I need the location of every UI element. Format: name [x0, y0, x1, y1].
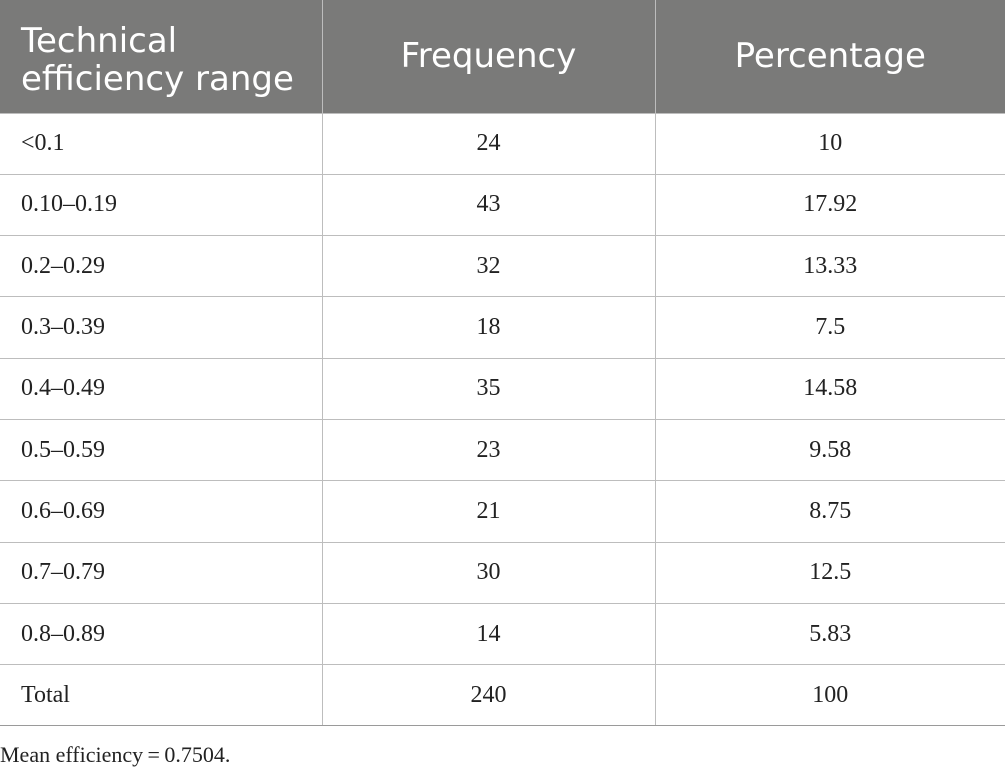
- frequency-cell: 35: [321, 357, 656, 420]
- table-row: 0.6–0.69 21 8.75: [0, 480, 1005, 543]
- range-cell: 0.8–0.89: [0, 602, 323, 666]
- header-row: Technical efficiency range Frequency Per…: [0, 0, 1005, 114]
- frequency-cell: 24: [321, 112, 656, 175]
- table-header: Technical efficiency range Frequency Per…: [0, 0, 1005, 114]
- frequency-cell: 23: [321, 418, 656, 482]
- percentage-cell: 14.58: [654, 357, 1005, 420]
- table-row: 0.7–0.79 30 12.5: [0, 541, 1005, 604]
- header-technical-efficiency-range: Technical efficiency range: [0, 0, 323, 114]
- range-cell: <0.1: [0, 112, 323, 175]
- table-row: 0.4–0.49 35 14.58: [0, 357, 1005, 420]
- table-row: <0.1 24 10: [0, 112, 1005, 175]
- range-cell: 0.2–0.29: [0, 235, 323, 298]
- total-row: Total 240 100: [0, 664, 1005, 727]
- frequency-cell: 30: [321, 541, 656, 604]
- header-percentage: Percentage: [654, 0, 1005, 114]
- frequency-cell: 43: [321, 173, 656, 237]
- range-cell: 0.6–0.69: [0, 480, 323, 543]
- percentage-cell: 13.33: [654, 235, 1005, 298]
- frequency-cell: 21: [321, 480, 656, 543]
- percentage-cell: 17.92: [654, 173, 1005, 237]
- total-label-cell: Total: [0, 664, 323, 727]
- percentage-cell: 8.75: [654, 480, 1005, 543]
- total-percentage-cell: 100: [654, 664, 1005, 727]
- percentage-cell: 5.83: [654, 602, 1005, 666]
- percentage-cell: 9.58: [654, 418, 1005, 482]
- range-cell: 0.7–0.79: [0, 541, 323, 604]
- range-cell: 0.5–0.59: [0, 418, 323, 482]
- table-body: <0.1 24 10 0.10–0.19 43 17.92 0.2–0.29 3…: [0, 112, 1005, 727]
- percentage-cell: 12.5: [654, 541, 1005, 604]
- header-frequency: Frequency: [321, 0, 656, 114]
- frequency-cell: 32: [321, 235, 656, 298]
- table-row: 0.3–0.39 18 7.5: [0, 296, 1005, 359]
- total-frequency-cell: 240: [321, 664, 656, 727]
- efficiency-table: Technical efficiency range Frequency Per…: [0, 0, 1005, 727]
- range-cell: 0.4–0.49: [0, 357, 323, 420]
- table-row: 0.2–0.29 32 13.33: [0, 235, 1005, 298]
- percentage-cell: 7.5: [654, 296, 1005, 359]
- table-row: 0.5–0.59 23 9.58: [0, 418, 1005, 482]
- table-row: 0.8–0.89 14 5.83: [0, 602, 1005, 666]
- range-cell: 0.10–0.19: [0, 173, 323, 237]
- table-row: 0.10–0.19 43 17.92: [0, 173, 1005, 237]
- range-cell: 0.3–0.39: [0, 296, 323, 359]
- percentage-cell: 10: [654, 112, 1005, 175]
- frequency-cell: 18: [321, 296, 656, 359]
- table-footnote: Mean efficiency = 0.7504.: [0, 742, 231, 767]
- frequency-cell: 14: [321, 602, 656, 666]
